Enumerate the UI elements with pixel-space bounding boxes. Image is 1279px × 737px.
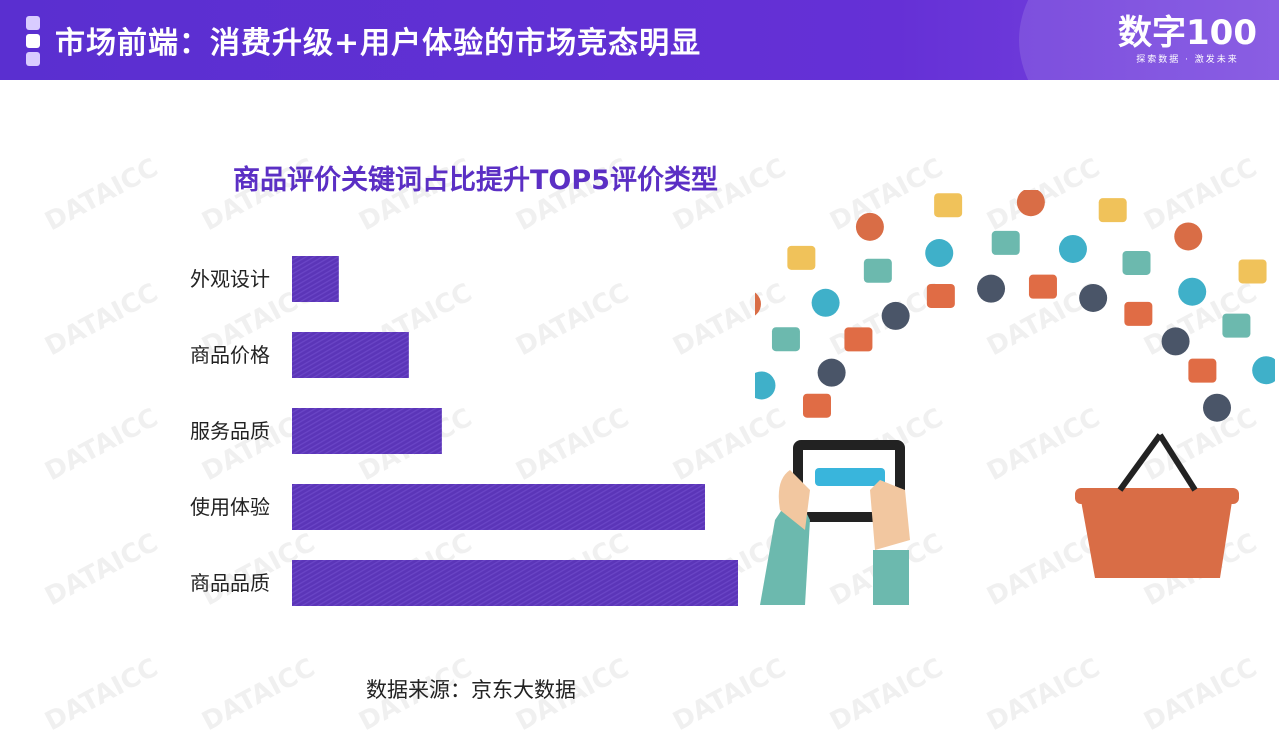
product-icon — [787, 245, 816, 270]
product-icon — [1079, 283, 1108, 312]
product-icon — [881, 301, 910, 330]
product-icon — [1252, 356, 1275, 385]
product-icon — [934, 193, 963, 218]
product-icon — [1222, 313, 1251, 338]
product-icon — [1161, 327, 1190, 356]
watermark: DATAICC — [40, 652, 164, 737]
bar-4 — [292, 560, 738, 606]
product-icon — [855, 212, 884, 241]
watermark: DATAICC — [982, 652, 1106, 737]
category-label: 外观设计 — [190, 267, 270, 291]
watermark: DATAICC — [825, 652, 949, 737]
bullet-icon — [26, 16, 40, 70]
product-icon — [977, 274, 1006, 303]
product-icon — [1188, 358, 1217, 383]
chart-title: 商品评价关键词占比提升TOP5评价类型 — [233, 165, 718, 196]
watermark: DATAICC — [1139, 652, 1263, 737]
right-hand-icon — [870, 480, 910, 550]
product-icon — [1058, 234, 1087, 263]
product-icon — [1028, 274, 1057, 299]
category-label: 服务品质 — [190, 419, 270, 443]
logo: 数字100 探索数据 · 激发未来 — [1118, 13, 1257, 65]
basket-icon — [1075, 433, 1239, 578]
bar-0 — [292, 256, 339, 302]
watermark: DATAICC — [40, 527, 164, 613]
bar-2 — [292, 408, 442, 454]
product-icon — [817, 358, 846, 387]
watermark: DATAICC — [40, 277, 164, 363]
bar-3 — [292, 484, 705, 530]
watermark: DATAICC — [40, 152, 164, 238]
product-icon — [802, 393, 831, 418]
product-icon — [755, 292, 761, 316]
category-label: 使用体验 — [190, 495, 270, 519]
product-icon — [811, 288, 840, 317]
product-icon — [925, 239, 954, 268]
product-icon — [1124, 301, 1153, 326]
category-label: 商品品质 — [190, 571, 270, 595]
shopping-illustration — [755, 190, 1275, 605]
watermark: DATAICC — [668, 652, 792, 737]
product-icon — [1203, 393, 1232, 422]
product-icon — [1122, 250, 1151, 275]
product-icon — [926, 283, 955, 308]
product-icon — [1016, 190, 1045, 217]
product-icon — [1238, 259, 1267, 284]
product-icon — [1174, 222, 1203, 251]
product-icon — [771, 327, 800, 352]
product-icon — [863, 258, 892, 283]
product-icon — [991, 230, 1020, 255]
category-label: 商品价格 — [190, 343, 270, 367]
bar-1 — [292, 332, 409, 378]
page-title: 市场前端：消费升级+用户体验的市场竞态明显 — [55, 26, 702, 61]
product-icon — [755, 371, 776, 400]
data-source: 数据来源：京东大数据 — [366, 678, 576, 702]
product-icon — [1098, 198, 1127, 223]
product-icon — [844, 327, 873, 352]
product-icon — [1178, 277, 1207, 306]
watermark: DATAICC — [40, 402, 164, 488]
header-banner: 市场前端：消费升级+用户体验的市场竞态明显 数字100 探索数据 · 激发未来 — [0, 0, 1279, 80]
watermark: DATAICC — [197, 652, 321, 737]
